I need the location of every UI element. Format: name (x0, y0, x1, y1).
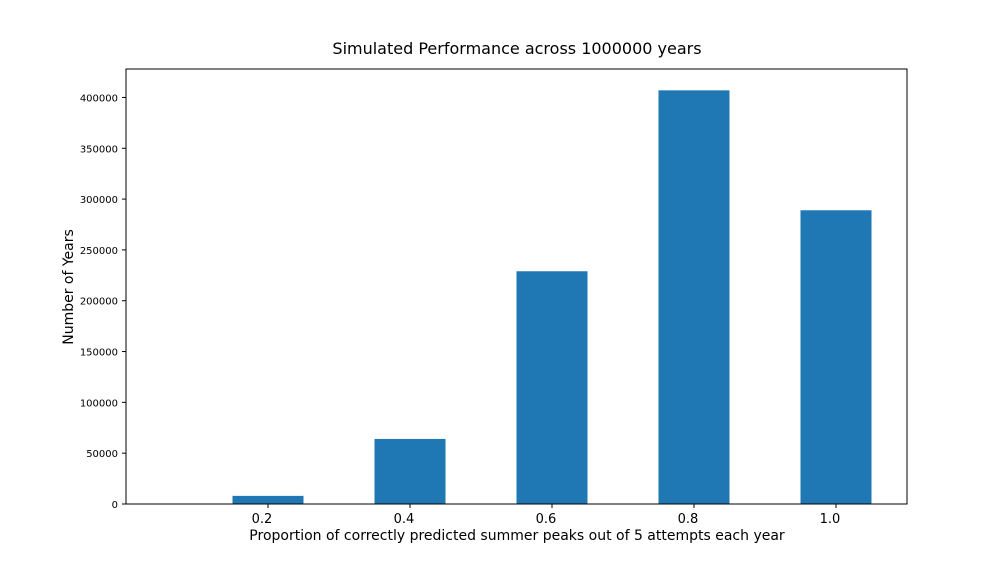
bars-group (232, 90, 872, 505)
chart-title: Simulated Performance across 1000000 yea… (332, 39, 701, 58)
bar-1.0 (800, 210, 872, 504)
bar-0.2 (232, 495, 304, 504)
y-tick-label: 50000 (86, 449, 118, 460)
x-tick-label: 0.6 (536, 512, 557, 527)
bar-0.4 (374, 438, 446, 504)
y-tick-label: 200000 (80, 297, 118, 308)
plot-frame (125, 68, 908, 505)
bar-0.8 (658, 90, 730, 505)
x-tick-label: 0.2 (252, 512, 273, 527)
x-tick-label: 0.8 (678, 512, 699, 527)
y-tick-label: 100000 (80, 398, 118, 409)
y-tick-label: 400000 (80, 93, 118, 104)
y-tick-label: 0 (112, 500, 118, 511)
bar-0.6 (516, 271, 588, 504)
x-axis: 0.2 0.4 0.6 0.8 1.0 (252, 504, 841, 527)
y-tick-label: 150000 (80, 348, 118, 359)
y-axis-label: Number of Years (61, 229, 77, 345)
y-tick-label: 300000 (80, 195, 118, 206)
x-tick-label: 1.0 (820, 512, 841, 527)
y-axis: 0 50000 100000 150000 200000 250000 300000 3500… (80, 93, 126, 511)
x-tick-label: 0.4 (394, 512, 415, 527)
x-axis-label: Proportion of correctly predicted summer… (249, 528, 785, 544)
y-tick-label: 250000 (80, 246, 118, 257)
y-tick-label: 350000 (80, 144, 118, 155)
